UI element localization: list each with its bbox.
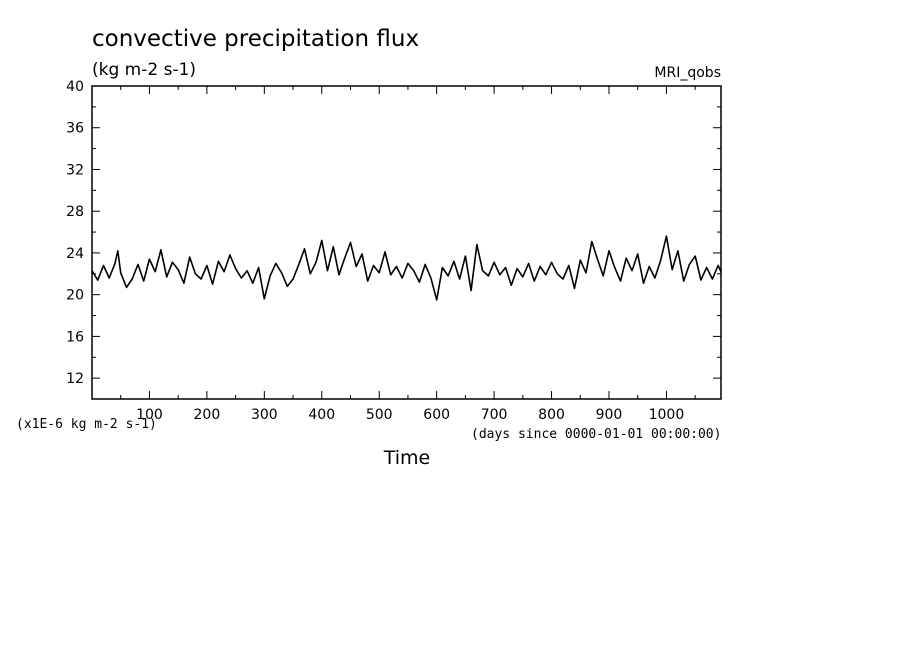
x-units-label: (days since 0000-01-01 00:00:00) xyxy=(471,427,721,442)
x-tick-label: 600 xyxy=(423,407,450,423)
y-tick-label: 32 xyxy=(66,162,84,178)
x-tick-label: 200 xyxy=(194,407,221,423)
y-tick-label: 28 xyxy=(66,204,84,220)
x-axis-label: Time xyxy=(383,447,431,469)
y-tick-label: 16 xyxy=(66,329,84,345)
chart-title: convective precipitation flux xyxy=(92,26,419,52)
x-tick-label: 100 xyxy=(136,407,163,423)
y-tick-label: 12 xyxy=(66,371,84,387)
plot-frame xyxy=(91,85,722,400)
y-tick-label: 36 xyxy=(66,121,84,137)
y-tick-label: 40 xyxy=(66,79,84,95)
y-tick-label: 20 xyxy=(66,288,84,304)
x-tick-label: 300 xyxy=(251,407,278,423)
y-tick-label: 24 xyxy=(66,246,84,262)
x-tick-label: 800 xyxy=(538,407,565,423)
model-label: MRI_qobs xyxy=(654,65,721,81)
series-line xyxy=(91,235,722,301)
chart-subtitle: (kg m-2 s-1) xyxy=(92,60,196,80)
x-tick-label: 400 xyxy=(308,407,335,423)
x-tick-label: 500 xyxy=(366,407,393,423)
x-tick-label: 1000 xyxy=(649,407,685,423)
plot-area: 100 200 300 400 500 600 700 800 900 1000 12 16 20 24 2… xyxy=(66,79,722,423)
x-tick-label: 700 xyxy=(481,407,508,423)
y-scale-note: (x1E-6 kg m-2 s-1) xyxy=(16,417,157,432)
x-tick-label: 900 xyxy=(596,407,623,423)
